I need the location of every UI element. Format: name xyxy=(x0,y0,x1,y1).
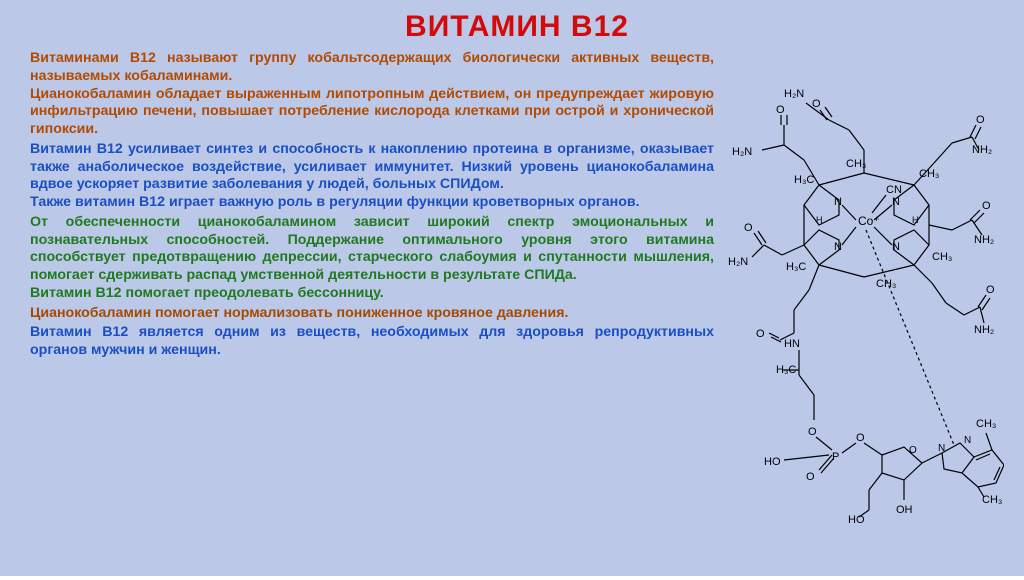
svg-text:CH₃: CH₃ xyxy=(932,251,952,263)
svg-text:P: P xyxy=(832,451,839,463)
svg-text:NH₂: NH₂ xyxy=(974,234,994,246)
svg-text:H₂N: H₂N xyxy=(728,256,748,268)
svg-text:O: O xyxy=(982,200,991,212)
svg-text:CH₃: CH₃ xyxy=(976,418,996,430)
svg-text:O: O xyxy=(744,222,753,234)
svg-text:N: N xyxy=(964,435,971,446)
svg-text:CH₃: CH₃ xyxy=(982,494,1002,506)
svg-text:CH₃: CH₃ xyxy=(846,158,866,170)
svg-text:H₃C: H₃C xyxy=(786,261,806,273)
paragraph-5: Витамин В12 является одним из веществ, н… xyxy=(30,324,714,360)
svg-text:O: O xyxy=(976,114,985,126)
svg-text:Co⁺: Co⁺ xyxy=(858,214,880,228)
svg-text:O: O xyxy=(806,471,815,483)
text-column: Витаминами В12 называют группу кобальтсо… xyxy=(30,50,714,580)
svg-text:O: O xyxy=(808,426,817,438)
svg-text:H₂N: H₂N xyxy=(784,88,804,100)
svg-text:H₃C: H₃C xyxy=(794,174,814,186)
svg-text:HN: HN xyxy=(784,338,800,350)
paragraph-2: Витамин В12 усиливает синтез и способнос… xyxy=(30,141,714,212)
svg-text:CN: CN xyxy=(886,184,902,196)
svg-text:O: O xyxy=(776,104,785,116)
paragraph-1: Витаминами В12 называют группу кобальтсо… xyxy=(30,50,714,139)
svg-text:HO: HO xyxy=(764,456,781,468)
svg-text:NH₂: NH₂ xyxy=(974,324,994,336)
structure-diagram: Co⁺ CN N N N N xyxy=(724,50,1004,580)
svg-text:HO: HO xyxy=(848,514,865,526)
page-title: ВИТАМИН В12 xyxy=(30,10,1004,44)
svg-text:N: N xyxy=(938,443,945,454)
svg-text:O: O xyxy=(856,432,865,444)
svg-text:O: O xyxy=(756,328,765,340)
svg-text:O: O xyxy=(909,445,917,456)
svg-text:O: O xyxy=(986,284,995,296)
slide: ВИТАМИН В12 Витаминами В12 называют груп… xyxy=(0,0,1024,576)
paragraph-3: От обеспеченности цианокобаламином завис… xyxy=(30,214,714,303)
svg-text:H₂N: H₂N xyxy=(732,146,752,158)
molecule-svg: Co⁺ CN N N N N xyxy=(724,55,1004,575)
paragraph-4: Цианокобаламин помогает нормализовать по… xyxy=(30,305,714,323)
content-row: Витаминами В12 называют группу кобальтсо… xyxy=(30,50,1004,580)
svg-text:H: H xyxy=(816,215,823,225)
svg-text:CH₃: CH₃ xyxy=(919,168,939,180)
svg-text:OH: OH xyxy=(896,504,913,516)
svg-text:H: H xyxy=(912,215,919,225)
svg-text:NH₂: NH₂ xyxy=(972,144,992,156)
svg-text:CH₃: CH₃ xyxy=(876,278,896,290)
